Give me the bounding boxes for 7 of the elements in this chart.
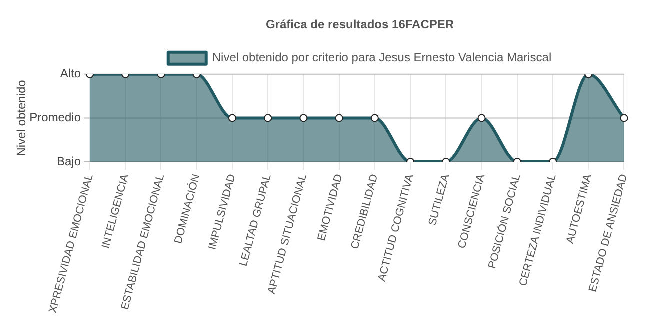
ref-line-label: Bajo: [56, 154, 82, 168]
y-axis-title: Nivel obtenido: [14, 80, 28, 156]
chart-title: Gráfica de resultados 16FACPER: [266, 18, 454, 32]
ref-line-label: Promedio: [30, 110, 82, 125]
ref-line-label: Alto: [60, 66, 82, 81]
x-tick-label: LEALTAD GRUPAL: [238, 173, 274, 268]
legend-label: Nivel obtenido por criterio para Jesus Ernesto Valencia Mariscal: [212, 50, 552, 65]
